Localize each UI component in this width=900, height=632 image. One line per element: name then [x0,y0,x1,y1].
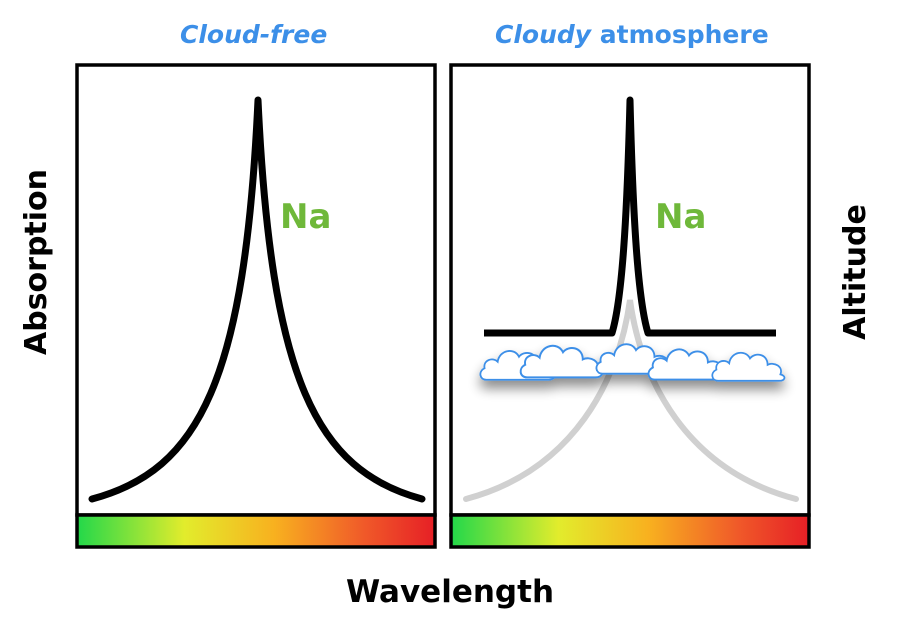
panel-cloudy: Na [449,63,811,549]
hidden-absorption-line [463,299,799,502]
title-rest: atmosphere [591,20,769,49]
panel-title-cloudy: Cloudy atmosphere [495,20,769,49]
title-emphasis: Cloudy [495,20,592,49]
title-emphasis: Cloud-free [180,20,328,49]
absorption-line-right [484,96,776,337]
spectrum-bar-left [75,513,437,549]
panel-title-cloud-free: Cloud-free [180,20,327,49]
spectrum-bar-right [449,513,811,549]
y-axis-label-altitude: Altitude [838,204,873,340]
element-label-left: Na [280,197,331,237]
y-axis-label-absorption: Absorption [19,168,54,355]
absorption-line-left [88,96,426,503]
element-label-right: Na [655,197,706,237]
x-axis-label-wavelength: Wavelength [345,574,555,610]
panel-cloud-free: Na [75,63,437,549]
